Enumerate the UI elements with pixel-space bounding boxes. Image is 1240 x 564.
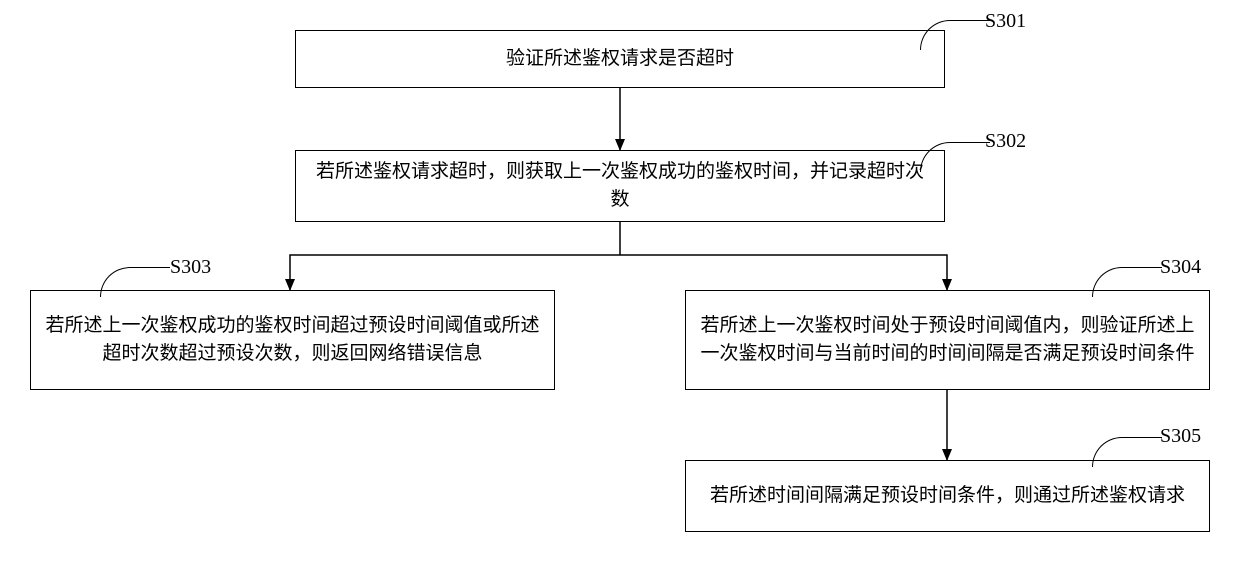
edge-branch-s304 — [620, 255, 947, 290]
leader-s303 — [100, 267, 170, 297]
node-s304-text: 若所述上一次鉴权时间处于预设时间阈值内，则验证所述上一次鉴权时间与当前时间的时间… — [700, 312, 1195, 367]
leader-s305 — [1092, 437, 1162, 467]
node-s301-text: 验证所述鉴权请求是否超时 — [506, 45, 734, 73]
node-s302: 若所述鉴权请求超时，则获取上一次鉴权成功的鉴权时间，并记录超时次数 — [295, 150, 945, 222]
leader-s301 — [920, 20, 990, 50]
node-s301: 验证所述鉴权请求是否超时 — [295, 30, 945, 88]
node-s305-text: 若所述时间间隔满足预设时间条件，则通过所述鉴权请求 — [710, 482, 1185, 510]
leader-s302 — [920, 142, 990, 172]
label-s302: S302 — [985, 130, 1026, 153]
label-s303: S303 — [170, 256, 211, 279]
node-s304: 若所述上一次鉴权时间处于预设时间阈值内，则验证所述上一次鉴权时间与当前时间的时间… — [685, 290, 1210, 390]
node-s303: 若所述上一次鉴权成功的鉴权时间超过预设时间阈值或所述超时次数超过预设次数，则返回… — [30, 290, 555, 390]
label-s304: S304 — [1160, 256, 1201, 279]
edge-branch-s303 — [290, 255, 620, 290]
label-s305: S305 — [1160, 425, 1201, 448]
node-s305: 若所述时间间隔满足预设时间条件，则通过所述鉴权请求 — [685, 460, 1210, 532]
leader-s304 — [1092, 267, 1162, 297]
label-s301: S301 — [985, 10, 1026, 33]
node-s302-text: 若所述鉴权请求超时，则获取上一次鉴权成功的鉴权时间，并记录超时次数 — [310, 158, 930, 213]
node-s303-text: 若所述上一次鉴权成功的鉴权时间超过预设时间阈值或所述超时次数超过预设次数，则返回… — [45, 312, 540, 367]
